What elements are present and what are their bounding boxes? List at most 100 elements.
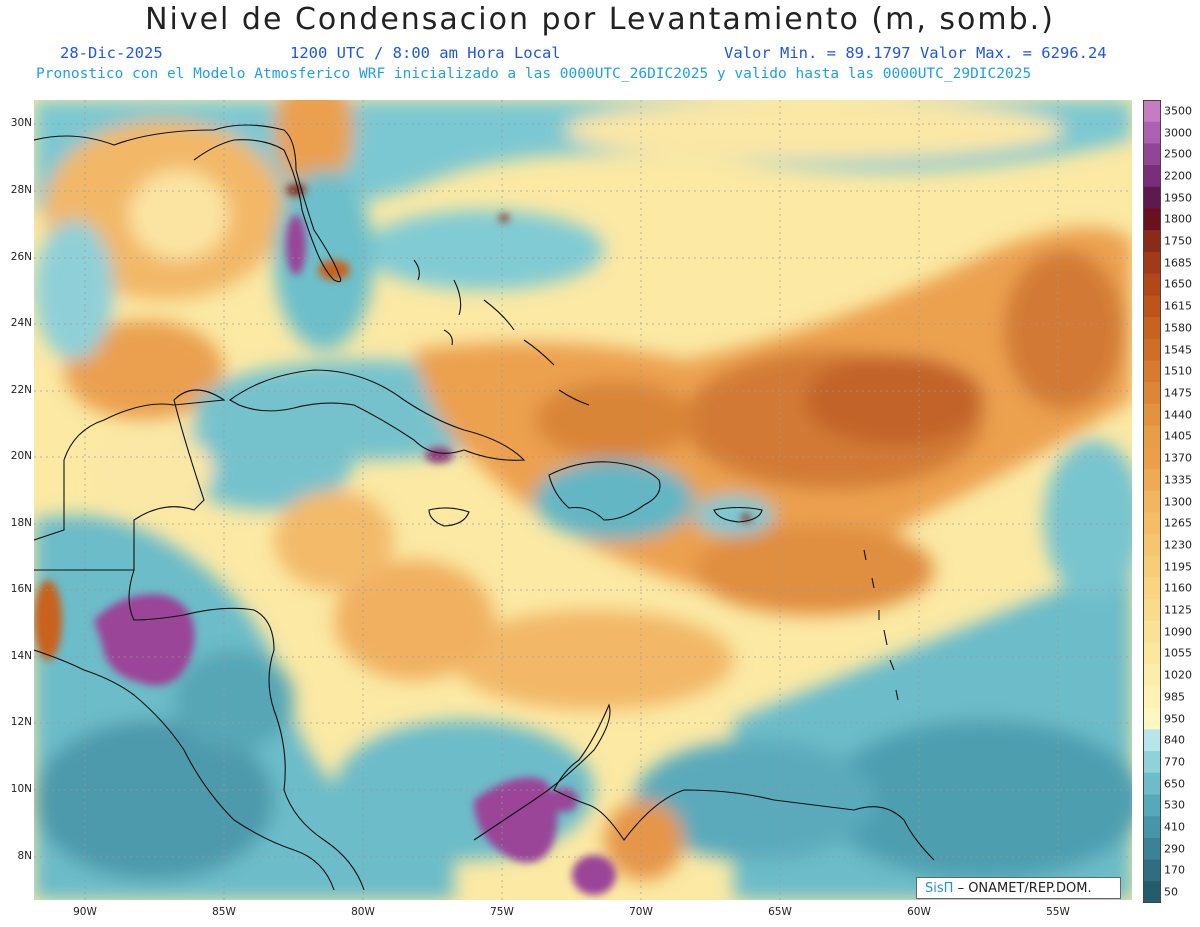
lat-label: 10N xyxy=(10,783,32,795)
lat-label: 16N xyxy=(10,583,32,595)
colorbar-label: 1800 xyxy=(1164,212,1192,226)
lon-label: 85W xyxy=(212,906,236,918)
lesser-antilles xyxy=(863,549,899,701)
lat-label: 14N xyxy=(10,650,32,662)
colorbar-swatch xyxy=(1143,317,1161,340)
lat-label: 20N xyxy=(10,450,32,462)
lat-label: 12N xyxy=(10,716,32,728)
colorbar-label: 290 xyxy=(1164,842,1185,856)
colorbar-label: 1650 xyxy=(1164,277,1192,291)
colorbar xyxy=(1143,100,1161,903)
lon-label: 90W xyxy=(73,906,97,918)
lon-label: 60W xyxy=(907,906,931,918)
florida-coast xyxy=(193,124,342,283)
colorbar-swatch xyxy=(1143,816,1161,839)
lon-label: 65W xyxy=(768,906,792,918)
colorbar-swatch xyxy=(1143,685,1161,709)
lat-label: 24N xyxy=(10,317,32,329)
colorbar-swatch xyxy=(1143,837,1161,861)
colorbar-label: 2200 xyxy=(1164,169,1192,183)
credit-box: SisΠ – ONAMET/REP.DOM. xyxy=(916,877,1121,899)
model-info-line: Pronostico con el Modelo Atmosferico WRF… xyxy=(36,66,1032,82)
colorbar-label: 1020 xyxy=(1164,668,1192,682)
jamaica-coast xyxy=(428,507,470,527)
colorbar-label: 1440 xyxy=(1164,408,1192,422)
colorbar-label: 1370 xyxy=(1164,451,1192,465)
lat-label: 28N xyxy=(10,184,32,196)
colorbar-label: 530 xyxy=(1164,798,1185,812)
colorbar-label: 1685 xyxy=(1164,256,1192,270)
minmax-label: Valor Min. = 89.1797 Valor Max. = 6296.2… xyxy=(724,44,1107,62)
colorbar-label: 1300 xyxy=(1164,495,1192,508)
time-label: 1200 UTC / 8:00 am Hora Local xyxy=(290,44,561,62)
colorbar-label: 1195 xyxy=(1164,560,1192,574)
colorbar-swatch xyxy=(1143,273,1161,296)
colorbar-swatch xyxy=(1143,143,1161,166)
colorbar-label: 1160 xyxy=(1164,581,1192,595)
south-america-coast xyxy=(473,703,935,861)
sispi-logo: SisΠ xyxy=(925,881,954,896)
credit-text: – ONAMET/REP.DOM. xyxy=(957,881,1092,896)
colorbar-label: 1125 xyxy=(1164,603,1192,617)
colorbar-swatch xyxy=(1143,230,1161,253)
colorbar-swatch xyxy=(1143,577,1161,600)
colorbar-label: 1090 xyxy=(1164,625,1192,639)
lon-label: 75W xyxy=(490,906,514,918)
lcl-shading-layer xyxy=(34,100,1132,900)
colorbar-swatch xyxy=(1143,338,1161,361)
colorbar-label: 840 xyxy=(1164,733,1185,747)
colorbar-swatch xyxy=(1143,881,1161,903)
colorbar-label: 950 xyxy=(1164,712,1185,726)
colorbar-label: 1510 xyxy=(1164,364,1192,378)
map-title: Nivel de Condensacion por Levantamiento … xyxy=(145,2,1055,37)
colorbar-label: 3000 xyxy=(1164,126,1192,140)
colorbar-label: 410 xyxy=(1164,820,1185,834)
lon-label: 55W xyxy=(1046,906,1070,918)
colorbar-swatch xyxy=(1143,100,1161,123)
colorbar-label: 1950 xyxy=(1164,191,1192,205)
colorbar-label: 650 xyxy=(1164,777,1185,791)
central-america-coast xyxy=(34,389,365,891)
colorbar-label: 1580 xyxy=(1164,321,1192,335)
colorbar-label: 3500 xyxy=(1164,104,1192,118)
colorbar-swatch xyxy=(1143,751,1161,774)
colorbar-swatch xyxy=(1143,295,1161,318)
bahamas-islands xyxy=(413,259,590,406)
high-lcl-patches xyxy=(34,184,751,895)
colorbar-swatch xyxy=(1143,512,1161,535)
colorbar-label: 1055 xyxy=(1164,646,1192,660)
puerto-rico-coast xyxy=(713,506,763,523)
colorbar-label: 1750 xyxy=(1164,234,1192,248)
colorbar-swatch xyxy=(1143,360,1161,383)
colorbar-swatch xyxy=(1143,555,1161,578)
lat-label: 18N xyxy=(10,517,32,529)
map-grid xyxy=(34,100,1132,900)
colorbar-swatch xyxy=(1143,382,1161,405)
colorbar-swatch xyxy=(1143,772,1161,795)
colorbar-label: 985 xyxy=(1164,690,1185,704)
colorbar-swatch xyxy=(1143,707,1161,730)
lon-label: 70W xyxy=(629,906,653,918)
map-canvas xyxy=(34,100,1132,900)
colorbar-swatch xyxy=(1143,599,1161,622)
colorbar-swatch xyxy=(1143,208,1161,231)
colorbar-label: 1230 xyxy=(1164,538,1192,552)
colorbar-swatch xyxy=(1143,121,1161,144)
colorbar-label: 2500 xyxy=(1164,147,1192,161)
coastlines xyxy=(34,124,935,891)
colorbar-swatch xyxy=(1143,468,1161,492)
hispaniola-coast xyxy=(548,461,661,521)
date-label: 28-Dic-2025 xyxy=(60,44,163,62)
colorbar-swatch xyxy=(1143,186,1161,210)
colorbar-label: 50 xyxy=(1164,885,1178,899)
cuba-coast xyxy=(228,369,526,461)
colorbar-swatch xyxy=(1143,534,1161,557)
colorbar-label: 1405 xyxy=(1164,429,1192,443)
colorbar-swatch xyxy=(1143,794,1161,817)
lat-label: 26N xyxy=(10,251,32,263)
lat-label: 30N xyxy=(10,117,32,129)
colorbar-label: 1265 xyxy=(1164,516,1192,530)
colorbar-swatch xyxy=(1143,859,1161,882)
colorbar-label: 170 xyxy=(1164,863,1185,877)
colorbar-swatch xyxy=(1143,620,1161,644)
